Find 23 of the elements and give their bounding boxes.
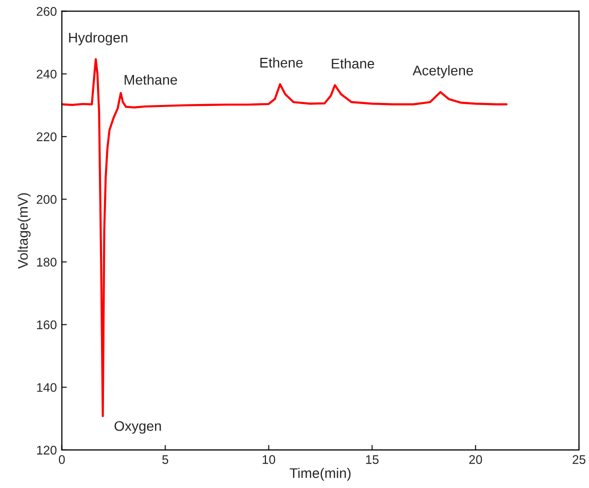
x-tick-label: 25 — [572, 455, 586, 464]
x-tick-label: 20 — [469, 455, 482, 464]
y-tick-label: 220 — [36, 132, 56, 142]
annotation: Methane — [124, 74, 178, 85]
y-axis-title: Voltage(mV) — [18, 193, 31, 269]
y-tick-label: 260 — [36, 7, 56, 16]
annotation: Acetylene — [412, 65, 473, 78]
y-tick-label: 160 — [37, 320, 56, 330]
y-tick-label: 180 — [37, 258, 56, 267]
annotation: Ethene — [260, 57, 303, 68]
y-tick-label: 140 — [37, 383, 56, 392]
annotation: Hydrogen — [69, 32, 128, 46]
y-tick-label: 200 — [36, 195, 56, 204]
x-tick-label: 5 — [162, 455, 168, 464]
y-tick-label: 120 — [37, 446, 56, 455]
annotation: Oxygen — [114, 421, 161, 434]
x-tick-label: 15 — [366, 455, 379, 464]
line-series — [62, 58, 508, 418]
x-tick-label: 0 — [58, 455, 65, 464]
y-tick-label: 240 — [36, 70, 56, 79]
annotation: Ethane — [332, 58, 374, 69]
x-axis-title: Time(min) — [290, 468, 351, 481]
x-tick-label: 10 — [262, 455, 276, 464]
